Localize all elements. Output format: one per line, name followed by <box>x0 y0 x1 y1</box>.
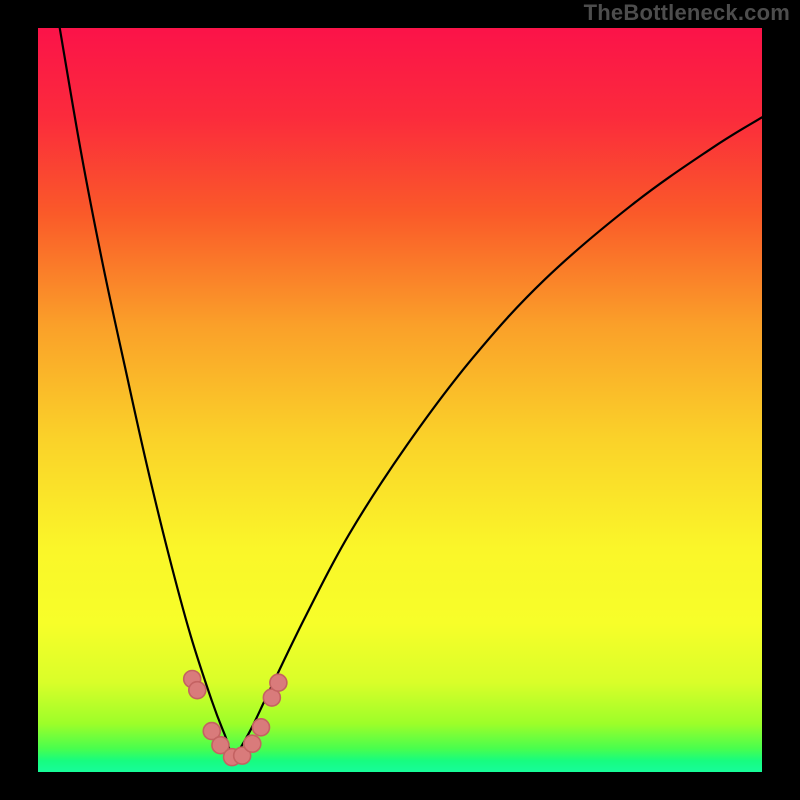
watermark-text: TheBottleneck.com <box>584 0 790 26</box>
chart-container: TheBottleneck.com <box>0 0 800 800</box>
marker-point <box>244 735 261 752</box>
marker-point <box>270 674 287 691</box>
plot-background <box>38 28 762 772</box>
chart-svg <box>0 0 800 800</box>
marker-point <box>252 719 269 736</box>
marker-point <box>189 682 206 699</box>
